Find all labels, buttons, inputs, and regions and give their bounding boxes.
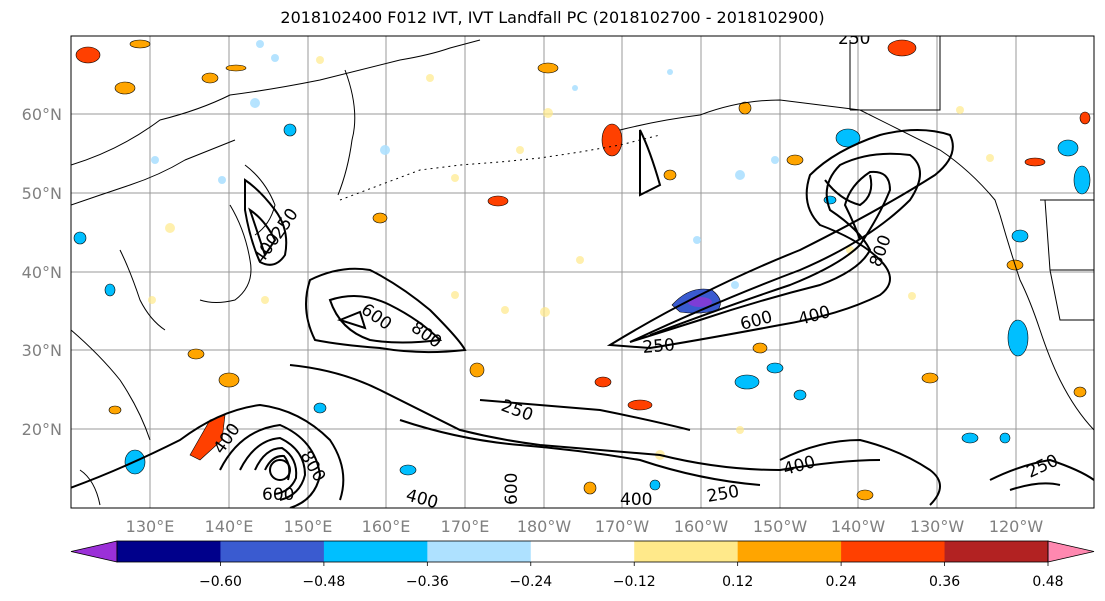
- lon-label: 130°W: [910, 517, 965, 536]
- lon-label: 160°E: [362, 517, 411, 536]
- colorbar: −0.60 −0.48 −0.36 −0.24 −0.12 0.12 0.24 0.36 0.4…: [70, 540, 1095, 590]
- map-title: 2018102400 F012 IVT, IVT Landfall PC (20…: [280, 8, 825, 27]
- colorbar-arrow-right: [1047, 540, 1095, 563]
- colorbar-segment: [841, 541, 946, 562]
- contour-label: 250: [838, 29, 870, 49]
- colorbar-tick-label: −0.12: [613, 574, 656, 590]
- lat-label: 30°N: [22, 341, 62, 360]
- latitude-labels: 60°N 50°N 40°N 30°N 20°N: [22, 105, 62, 439]
- colorbar-segment: [427, 541, 532, 562]
- lon-label: 180°W: [517, 517, 572, 536]
- lon-label: 160°W: [674, 517, 729, 536]
- colorbar-tick-label: 0.12: [722, 574, 753, 590]
- contour-label: 400: [620, 490, 652, 510]
- lat-label: 40°N: [22, 263, 62, 282]
- lon-label: 130°E: [126, 517, 175, 536]
- colorbar-segment: [117, 541, 221, 562]
- colorbar-segment: [634, 541, 739, 562]
- lon-label: 170°E: [441, 517, 490, 536]
- colorbar-segment: [220, 541, 325, 562]
- lon-label: 140°E: [205, 517, 254, 536]
- colorbar-tick-label: −0.60: [199, 574, 242, 590]
- contour-label: 250: [642, 335, 676, 358]
- lon-label: 170°W: [595, 517, 650, 536]
- ivt-contours: [71, 129, 1094, 508]
- lat-label: 20°N: [22, 420, 62, 439]
- colorbar-tick-label: −0.36: [406, 574, 449, 590]
- colorbar-frame: [116, 540, 1049, 563]
- colorbar-tick-label: 0.36: [929, 574, 960, 590]
- colorbar-tick-label: −0.24: [509, 574, 552, 590]
- lat-label: 60°N: [22, 105, 62, 124]
- colorbar-arrow-left: [70, 540, 118, 563]
- graticule: [71, 36, 1094, 508]
- colorbar-segment: [737, 541, 842, 562]
- lon-label: 120°W: [989, 517, 1044, 536]
- colorbar-tick-label: 0.24: [826, 574, 857, 590]
- coastlines: [71, 36, 1094, 506]
- colorbar-tick-label: −0.48: [302, 574, 345, 590]
- contour-label: 600: [262, 485, 294, 505]
- lon-label: 140°W: [831, 517, 886, 536]
- map-frame: [70, 35, 1095, 509]
- lon-label: 150°W: [753, 517, 808, 536]
- lon-label: 150°E: [284, 517, 333, 536]
- pc-shading: [73, 39, 1091, 501]
- contour-label: 600: [502, 473, 522, 505]
- contour-label: 400: [404, 486, 441, 514]
- colorbar-segment: [944, 541, 1049, 562]
- lat-label: 50°N: [22, 184, 62, 203]
- colorbar-segment: [530, 541, 635, 562]
- longitude-labels: 130°E 140°E 150°E 160°E 170°E 180°W 170°W 160°W…: [126, 517, 1044, 536]
- colorbar-segment: [323, 541, 428, 562]
- colorbar-tick-label: 0.48: [1032, 574, 1063, 590]
